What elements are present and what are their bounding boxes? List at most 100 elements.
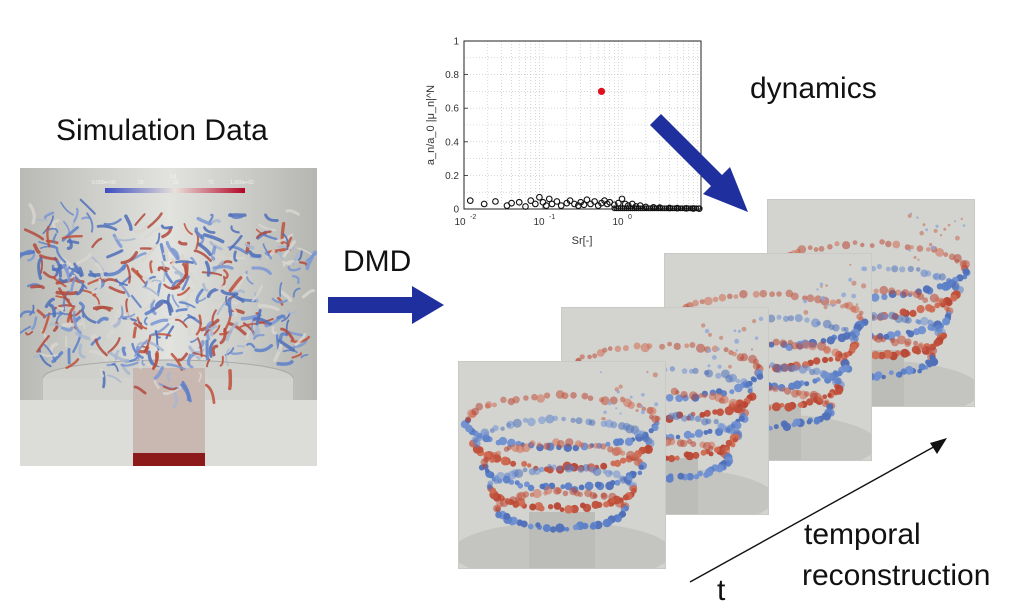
vortex-filament [271, 297, 288, 304]
vortex-blob [622, 494, 629, 501]
vortex-debris [848, 277, 853, 282]
vortex-debris [741, 326, 747, 332]
vortex-blob [699, 411, 706, 418]
vortex-blob [938, 299, 947, 307]
vortex-debris [615, 407, 618, 410]
vortex-debris [851, 293, 857, 299]
vortex-filament [291, 275, 300, 284]
vortex-blob [622, 345, 629, 352]
mode-point [669, 205, 676, 212]
vortex-blob [892, 240, 901, 249]
vortex-filament [150, 322, 170, 337]
vortex-filament [196, 242, 212, 257]
vortex-blob [891, 265, 899, 273]
vortex-filament [52, 233, 57, 244]
vortex-debris [913, 256, 917, 259]
plot-grid [464, 41, 701, 209]
dmd-spectrum-plot: 0 0.2 0.4 0.6 0.8 1 10 -2 10 -1 10 0 Sr[-] a_n/a_0 … [420, 30, 710, 255]
vortex-blob [524, 481, 530, 488]
vortex-blob [804, 317, 810, 323]
vortex-blob [870, 293, 880, 302]
mode-point [689, 205, 696, 212]
vortex-blob [587, 354, 592, 360]
vortex-blob [527, 523, 534, 530]
vortex-blob [888, 287, 896, 295]
vortex-blob [692, 451, 700, 459]
vortex-blob [917, 368, 922, 374]
mode-point [515, 198, 523, 206]
y-tick-label: 0.2 [445, 171, 459, 182]
vortex-blob [648, 428, 654, 434]
mode-point [557, 202, 565, 209]
vortex-blob [904, 338, 912, 346]
mode-point [685, 205, 692, 212]
mode-point [623, 205, 630, 212]
dynamics-arrow-shape [650, 114, 748, 212]
vortex-blob [633, 342, 641, 350]
vortex-debris [823, 305, 828, 310]
x-tick-exponent: -2 [470, 214, 476, 221]
vortex-filament [159, 243, 167, 262]
x-tick-label: 10 [533, 217, 545, 228]
vortex-blob [557, 465, 563, 472]
vortex-blob [776, 314, 782, 320]
vortex-blob [705, 418, 712, 425]
y-tick-label: 0.6 [445, 104, 459, 115]
y-tick-label: 0.8 [445, 70, 459, 81]
reconstruction-label: reconstruction [802, 559, 991, 592]
vortex-blob [643, 444, 653, 454]
vortex-filament [251, 318, 255, 336]
vortex-debris [635, 408, 639, 413]
mode-point [639, 205, 646, 212]
vortex-blob [689, 342, 696, 348]
vortex-blob [620, 457, 627, 464]
vortex-filament [206, 287, 219, 298]
vortex-filament [151, 279, 162, 283]
mode-point [542, 202, 550, 209]
vortex-filament [262, 243, 270, 256]
vortex-filament [66, 240, 80, 245]
vortex-filament [209, 240, 223, 251]
vortex-blob [592, 493, 598, 499]
vortex-filament [193, 249, 212, 262]
vortex-blob [475, 402, 483, 411]
vortex-blob [828, 356, 834, 362]
dmd-arrow [328, 286, 444, 324]
vortex-blob [570, 392, 577, 399]
vortex-filament [252, 316, 272, 326]
vortex-filament [267, 247, 289, 254]
vortex-debris [907, 213, 912, 218]
vortex-blob [602, 518, 612, 528]
vortex-blob [516, 519, 523, 526]
mode-point [536, 193, 543, 201]
vortex-filament [245, 270, 254, 285]
vortex-blob [509, 496, 518, 505]
vortex-blob [708, 445, 714, 451]
vortex-filament [163, 300, 174, 313]
vortex-filament [212, 254, 226, 259]
vortex-filament [111, 363, 119, 372]
vortex-filament [202, 233, 225, 244]
vortex-blob [715, 388, 723, 395]
vortex-filament [219, 355, 224, 367]
vortex-filament [113, 269, 119, 285]
vortex-debris [820, 296, 826, 301]
vortex-filament [277, 297, 284, 306]
vortex-filament [279, 332, 289, 341]
mode-point [659, 205, 666, 212]
vortex-filament [131, 267, 143, 279]
vortex-blob [915, 267, 921, 272]
mode-point [667, 205, 674, 212]
vortex-blob [832, 324, 840, 332]
vortex-blob [769, 362, 776, 368]
vortex-debris [935, 224, 939, 228]
vortex-filament [207, 213, 214, 225]
vortex-blob [579, 502, 586, 509]
vortex-blob [780, 387, 786, 392]
vortex-filament [91, 237, 103, 249]
vortex-blob [485, 401, 493, 409]
vortex-filament [194, 227, 204, 240]
plot-frame [463, 40, 702, 210]
vortex-filament [196, 337, 203, 358]
vortex-blob [533, 467, 541, 475]
